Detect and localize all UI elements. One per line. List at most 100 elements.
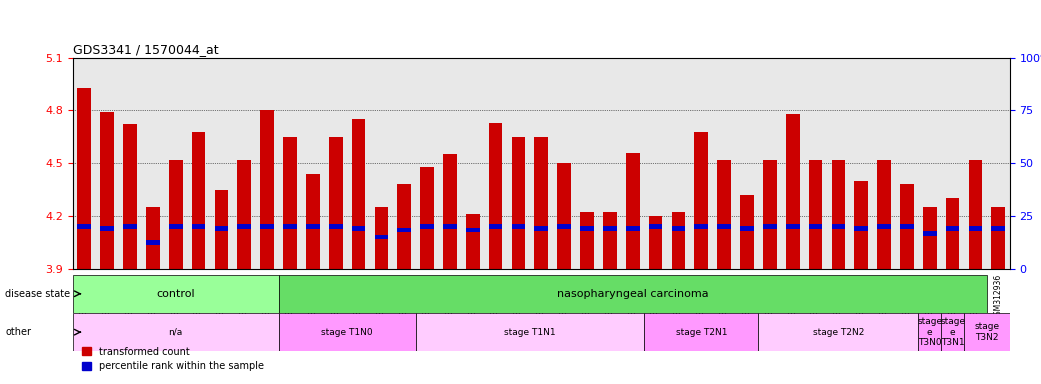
Bar bbox=[283, 137, 297, 269]
Bar bbox=[466, 228, 480, 232]
FancyBboxPatch shape bbox=[644, 313, 759, 351]
Text: other: other bbox=[5, 327, 31, 337]
Text: stage T1N0: stage T1N0 bbox=[322, 328, 373, 337]
Text: stage
e
T3N1: stage e T3N1 bbox=[940, 317, 965, 347]
Bar bbox=[283, 224, 297, 229]
Bar bbox=[260, 111, 274, 269]
Bar bbox=[671, 226, 685, 230]
Bar bbox=[352, 119, 365, 269]
FancyBboxPatch shape bbox=[964, 313, 1010, 351]
Bar bbox=[968, 160, 983, 269]
FancyBboxPatch shape bbox=[759, 313, 918, 351]
Bar bbox=[580, 226, 593, 230]
Text: stage T1N1: stage T1N1 bbox=[504, 328, 556, 337]
FancyBboxPatch shape bbox=[73, 275, 279, 313]
Bar bbox=[809, 224, 822, 229]
Bar bbox=[306, 224, 320, 229]
Bar bbox=[443, 224, 457, 229]
Bar bbox=[329, 137, 342, 269]
Bar bbox=[832, 224, 845, 229]
Bar bbox=[237, 224, 251, 229]
Bar bbox=[260, 224, 274, 229]
Bar bbox=[375, 207, 388, 269]
Bar bbox=[123, 124, 136, 269]
Bar bbox=[557, 163, 572, 269]
Bar bbox=[421, 224, 434, 229]
Bar bbox=[375, 235, 388, 239]
Bar bbox=[740, 226, 754, 230]
Text: n/a: n/a bbox=[169, 328, 183, 337]
Bar bbox=[329, 224, 342, 229]
Bar bbox=[466, 214, 480, 269]
Bar bbox=[694, 132, 708, 269]
Bar bbox=[214, 190, 228, 269]
Bar bbox=[855, 181, 868, 269]
Bar bbox=[352, 226, 365, 230]
Bar bbox=[511, 137, 526, 269]
Bar bbox=[421, 167, 434, 269]
Bar bbox=[77, 224, 92, 229]
Bar bbox=[786, 114, 799, 269]
FancyBboxPatch shape bbox=[918, 313, 941, 351]
Text: stage
T3N2: stage T3N2 bbox=[974, 323, 999, 342]
Legend: transformed count, percentile rank within the sample: transformed count, percentile rank withi… bbox=[78, 343, 268, 375]
Bar bbox=[923, 207, 937, 269]
Bar bbox=[991, 226, 1006, 230]
Text: stage T2N2: stage T2N2 bbox=[813, 328, 864, 337]
Bar bbox=[489, 123, 503, 269]
FancyBboxPatch shape bbox=[73, 313, 279, 351]
Bar bbox=[489, 224, 503, 229]
Bar bbox=[77, 88, 92, 269]
Text: control: control bbox=[156, 289, 195, 299]
Bar bbox=[717, 224, 731, 229]
Bar bbox=[557, 224, 572, 229]
Bar bbox=[649, 216, 662, 269]
Bar bbox=[923, 232, 937, 236]
Bar bbox=[626, 153, 639, 269]
Bar bbox=[740, 195, 754, 269]
Bar bbox=[169, 224, 182, 229]
Bar bbox=[786, 224, 799, 229]
Bar bbox=[717, 160, 731, 269]
Bar bbox=[694, 224, 708, 229]
Bar bbox=[398, 184, 411, 269]
Bar bbox=[511, 224, 526, 229]
Bar bbox=[671, 212, 685, 269]
Bar bbox=[580, 212, 593, 269]
Bar bbox=[192, 132, 205, 269]
Bar bbox=[214, 226, 228, 230]
Bar bbox=[237, 160, 251, 269]
Text: disease state: disease state bbox=[5, 289, 71, 299]
Bar bbox=[900, 224, 914, 229]
Bar bbox=[603, 212, 616, 269]
Bar bbox=[306, 174, 320, 269]
Bar bbox=[443, 154, 457, 269]
Bar bbox=[878, 160, 891, 269]
Bar bbox=[649, 224, 662, 229]
FancyBboxPatch shape bbox=[941, 313, 964, 351]
Bar bbox=[100, 112, 115, 269]
Bar bbox=[123, 224, 136, 229]
Bar bbox=[878, 224, 891, 229]
Bar bbox=[763, 224, 777, 229]
Bar bbox=[626, 226, 639, 230]
Bar bbox=[855, 226, 868, 230]
FancyBboxPatch shape bbox=[279, 275, 987, 313]
Bar bbox=[832, 160, 845, 269]
Text: stage
e
T3N0: stage e T3N0 bbox=[917, 317, 942, 347]
Bar bbox=[100, 226, 115, 230]
Bar bbox=[146, 207, 159, 269]
Text: GDS3341 / 1570044_at: GDS3341 / 1570044_at bbox=[73, 43, 219, 56]
FancyBboxPatch shape bbox=[415, 313, 644, 351]
Bar bbox=[534, 137, 549, 269]
Bar bbox=[946, 226, 960, 230]
Bar bbox=[763, 160, 777, 269]
Bar bbox=[534, 226, 549, 230]
FancyBboxPatch shape bbox=[279, 313, 415, 351]
Bar bbox=[192, 224, 205, 229]
Text: stage T2N1: stage T2N1 bbox=[676, 328, 727, 337]
Bar bbox=[968, 226, 983, 230]
Bar bbox=[900, 184, 914, 269]
Bar bbox=[991, 207, 1006, 269]
Bar bbox=[146, 240, 159, 245]
